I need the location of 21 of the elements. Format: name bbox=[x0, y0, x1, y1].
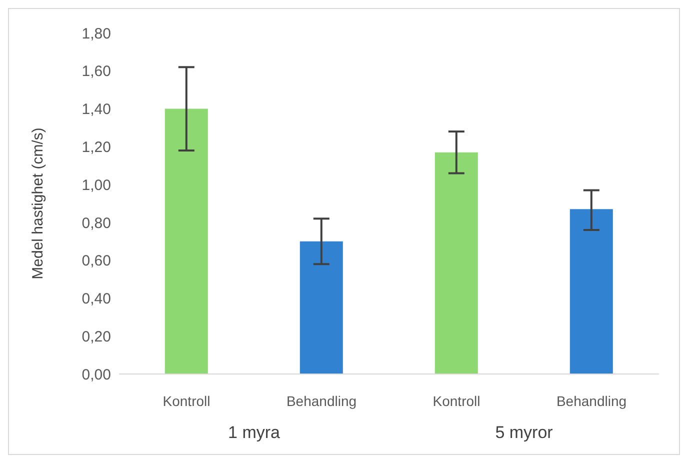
bar bbox=[434, 152, 478, 374]
y-tick-label: 0,80 bbox=[82, 214, 111, 232]
bar bbox=[300, 241, 343, 374]
text: 1 myra bbox=[228, 423, 281, 442]
text: 5 myror bbox=[495, 423, 554, 442]
y-tick-label: 1,40 bbox=[82, 101, 111, 118]
y-tick-label: 0,20 bbox=[82, 328, 111, 346]
bar bbox=[570, 209, 613, 374]
y-tick-label: 0,60 bbox=[82, 252, 111, 270]
x-tick-label: Behandling bbox=[556, 393, 627, 409]
y-tick-label: 1,60 bbox=[82, 63, 111, 80]
y-axis-title: Medel hastighet (cm/s) bbox=[29, 128, 46, 280]
y-tick-label: 1,00 bbox=[82, 176, 111, 194]
y-tick-label: 1,20 bbox=[82, 138, 111, 156]
bar bbox=[164, 108, 208, 374]
x-tick-label: Behandling bbox=[286, 393, 357, 409]
x-tick-label: Kontroll bbox=[432, 393, 480, 409]
x-tick-label: Kontroll bbox=[162, 393, 210, 409]
y-tick-label: 0,40 bbox=[82, 290, 111, 308]
y-tick-label: 1,80 bbox=[82, 25, 111, 42]
y-tick-label: 0,00 bbox=[82, 366, 111, 384]
